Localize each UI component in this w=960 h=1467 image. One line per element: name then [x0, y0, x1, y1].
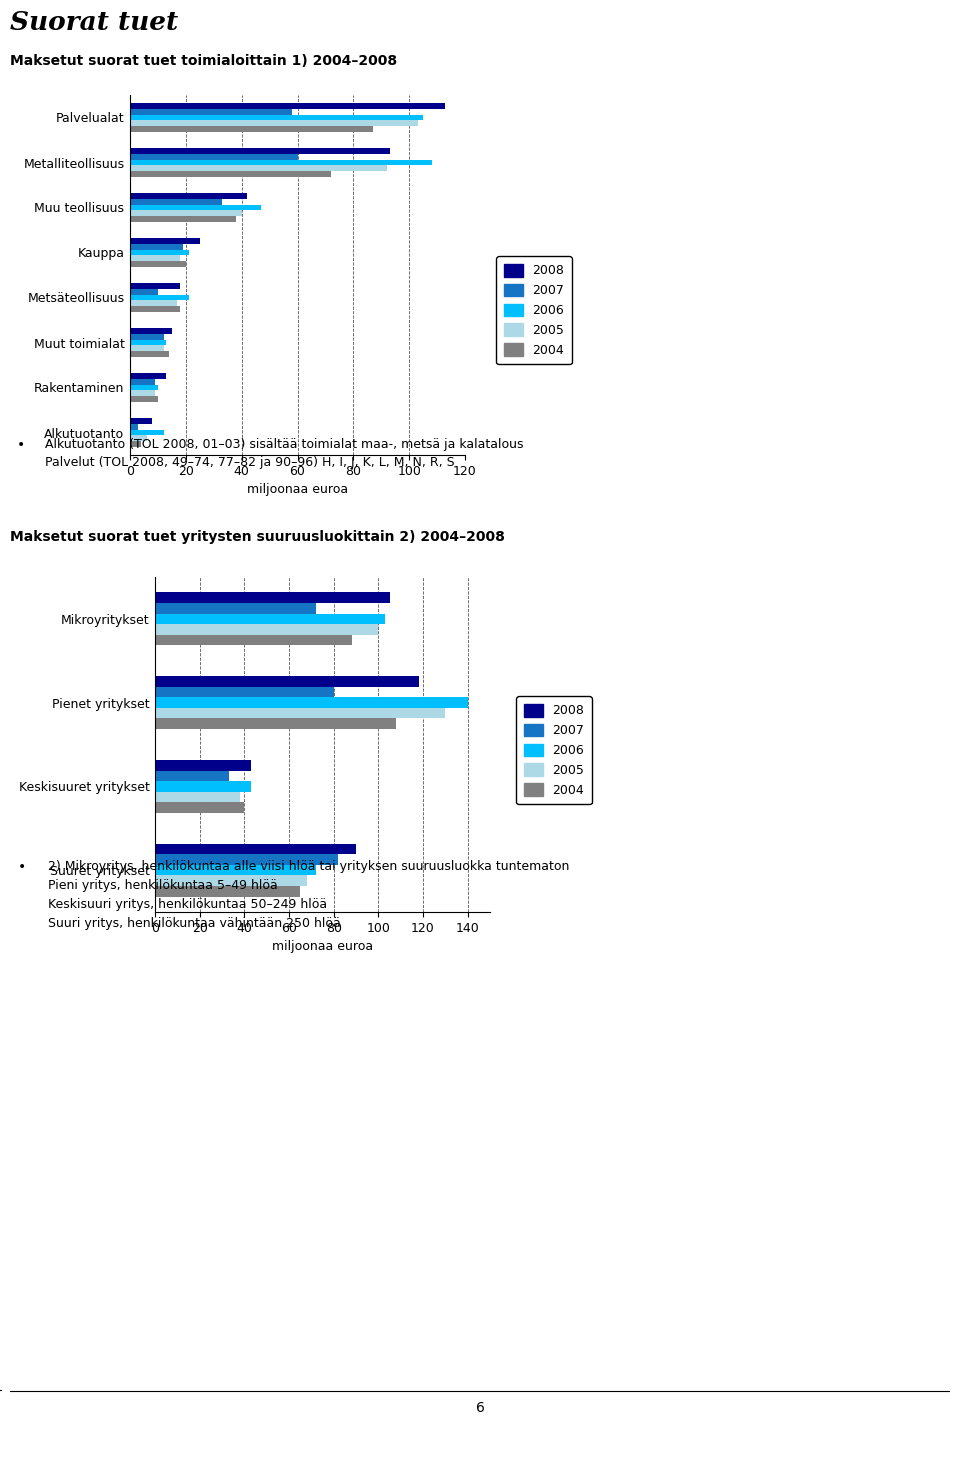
Text: •: • — [17, 860, 26, 874]
Bar — [130, 160, 431, 166]
Bar — [130, 114, 423, 120]
Bar — [130, 204, 261, 210]
Bar — [155, 780, 251, 792]
Legend: 2008, 2007, 2006, 2005, 2004: 2008, 2007, 2006, 2005, 2004 — [496, 257, 572, 364]
Bar — [155, 623, 378, 635]
X-axis label: miljoonaa euroa: miljoonaa euroa — [247, 483, 348, 496]
Text: Maksetut suorat tuet toimialoittain 1) 2004–2008: Maksetut suorat tuet toimialoittain 1) 2… — [10, 54, 397, 67]
Bar — [130, 154, 298, 160]
Bar — [130, 327, 172, 333]
Bar — [130, 301, 178, 307]
Bar — [130, 295, 188, 301]
Bar — [130, 192, 248, 198]
Bar — [130, 333, 163, 339]
Bar — [155, 876, 307, 886]
Bar — [130, 396, 157, 402]
Bar — [130, 424, 138, 430]
Bar — [155, 792, 240, 802]
Bar — [155, 770, 228, 780]
Bar — [130, 373, 166, 378]
Bar — [130, 238, 200, 244]
Bar — [155, 635, 351, 645]
Bar — [155, 709, 445, 719]
Bar — [130, 255, 180, 261]
Bar — [155, 866, 316, 876]
Bar — [130, 172, 331, 178]
Text: Maksetut suorat tuet yritysten suuruusluokittain 2) 2004–2008: Maksetut suorat tuet yritysten suuruuslu… — [10, 530, 505, 544]
Bar — [155, 697, 468, 709]
X-axis label: miljoonaa euroa: miljoonaa euroa — [272, 940, 373, 954]
Bar — [130, 249, 188, 255]
Bar — [130, 352, 169, 358]
Bar — [130, 418, 153, 424]
Bar — [130, 261, 186, 267]
Bar — [155, 603, 316, 613]
Bar — [130, 283, 180, 289]
Bar — [155, 687, 334, 697]
Bar — [130, 216, 236, 223]
Legend: 2008, 2007, 2006, 2005, 2004: 2008, 2007, 2006, 2005, 2004 — [516, 697, 592, 804]
Bar — [130, 442, 141, 447]
Bar — [130, 120, 418, 126]
Bar — [130, 166, 387, 172]
Bar — [155, 854, 338, 866]
Bar — [155, 719, 396, 729]
Bar — [155, 676, 419, 687]
Bar — [155, 593, 390, 603]
Bar — [130, 103, 445, 109]
Bar — [130, 210, 242, 216]
Text: 6: 6 — [475, 1401, 485, 1414]
Text: Alkutuotanto (TOL 2008, 01–03) sisältää toimialat maa-, metsä ja kalatalous
Palv: Alkutuotanto (TOL 2008, 01–03) sisältää … — [45, 437, 523, 469]
Bar — [155, 802, 245, 813]
Text: •: • — [17, 437, 25, 452]
Bar — [130, 307, 180, 312]
Text: 2) Mikroyritys, henkilökuntaa alle viisi hlöä tai yrityksen suuruusluokka tuntem: 2) Mikroyritys, henkilökuntaa alle viisi… — [47, 860, 569, 930]
Bar — [130, 339, 166, 345]
Bar — [130, 244, 183, 249]
Bar — [155, 613, 385, 623]
Bar — [130, 126, 372, 132]
Bar — [130, 430, 163, 436]
Bar — [130, 378, 156, 384]
Text: Suorat tuet: Suorat tuet — [10, 10, 179, 35]
Bar — [155, 760, 251, 770]
Bar — [130, 384, 157, 390]
Bar — [130, 148, 390, 154]
Bar — [130, 345, 163, 352]
Bar — [130, 289, 157, 295]
Bar — [155, 886, 300, 896]
Bar — [155, 844, 356, 854]
Bar — [130, 109, 292, 114]
Bar — [130, 436, 147, 442]
Bar — [130, 390, 156, 396]
Bar — [130, 198, 222, 204]
